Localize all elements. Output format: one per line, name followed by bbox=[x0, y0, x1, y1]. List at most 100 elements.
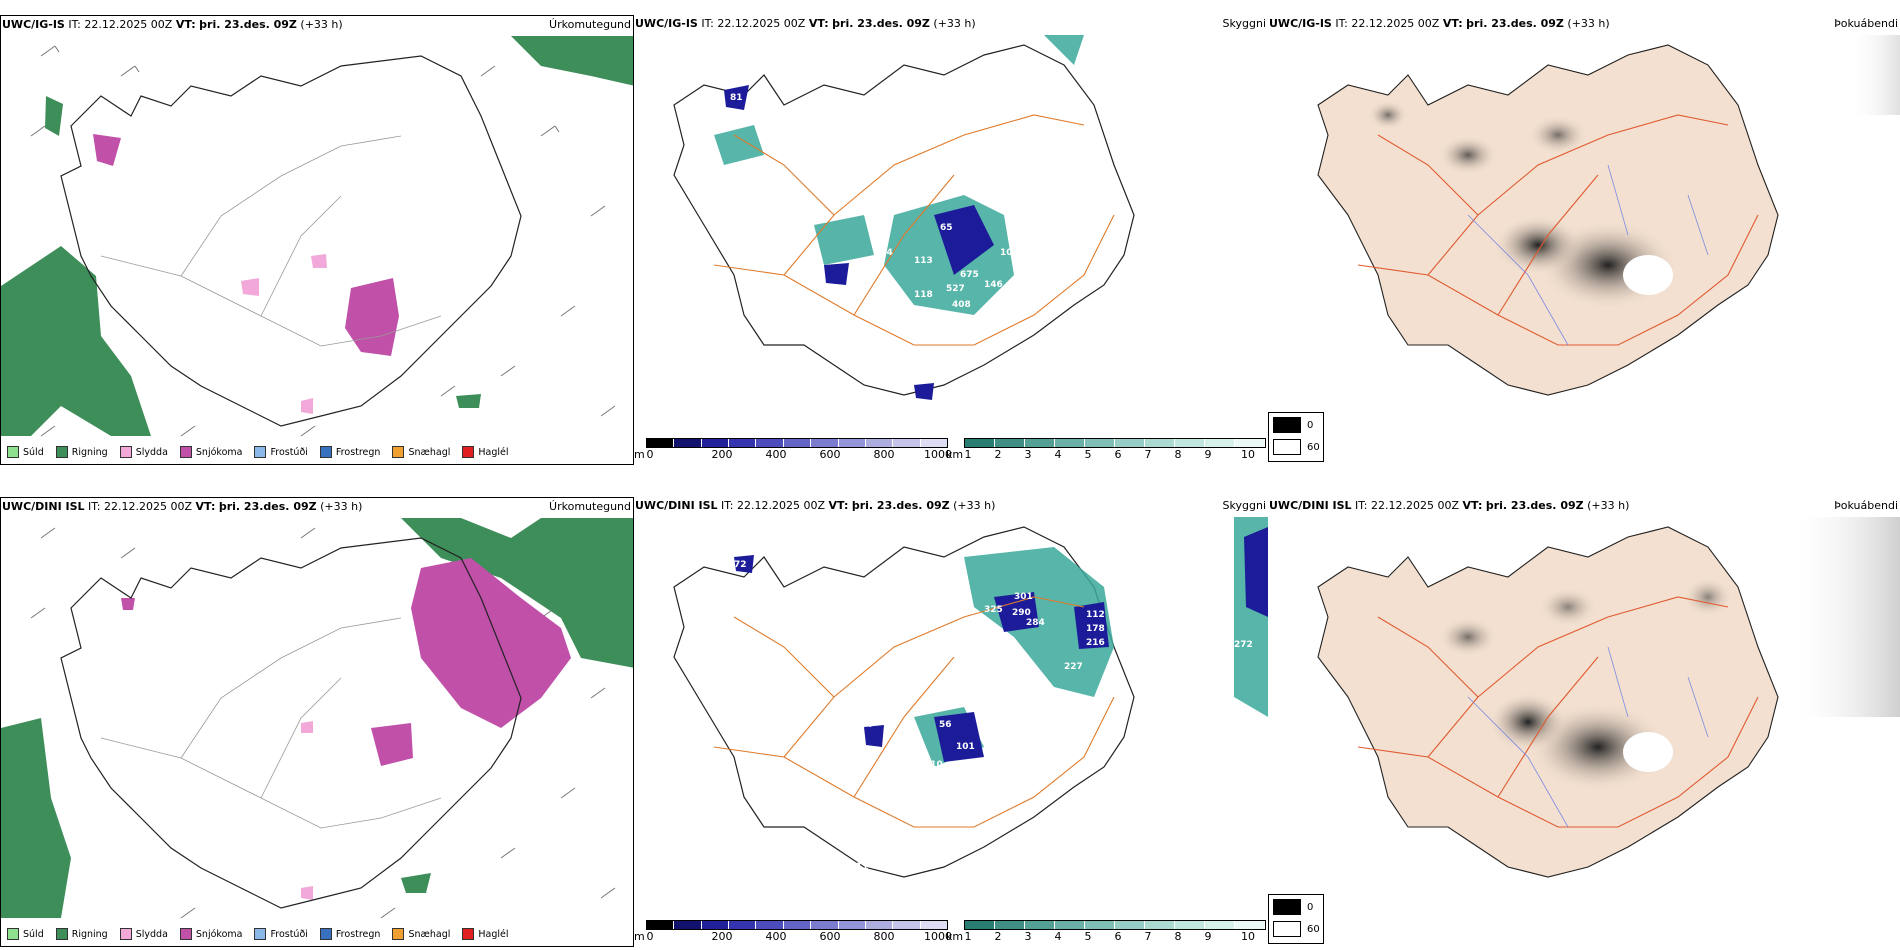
roads bbox=[100, 617, 442, 829]
roads bbox=[1357, 596, 1759, 828]
vis-label: 75 bbox=[872, 695, 885, 705]
vis-label: 675 bbox=[960, 270, 979, 280]
vis-label: 408 bbox=[952, 300, 971, 310]
precip-type-panel-top: UWC/IG-IS IT: 22.12.2025 00Z VT: þri. 23… bbox=[0, 15, 634, 465]
fog-legend-top: 0 60 bbox=[1268, 412, 1324, 462]
vis-label: 105 bbox=[1000, 248, 1019, 258]
visibility-blue-areas bbox=[724, 85, 994, 400]
visibility-blue-areas bbox=[734, 527, 1268, 762]
legend-item: Snjókoma bbox=[179, 928, 242, 940]
legend-item: Frostúði bbox=[254, 446, 308, 458]
precip-legend-top: Súld Rigning Slydda Snjókoma Frostúði Fr… bbox=[7, 446, 509, 458]
visibility-value-labels: 72 21 325 301 290 284 112 178 216 227 27… bbox=[724, 560, 1253, 872]
legend-item: Frostúði bbox=[254, 928, 308, 940]
vis-label: 272 bbox=[1234, 640, 1253, 650]
legend-item: Frostregn bbox=[319, 928, 380, 940]
panel-title-visibility-top: Skyggni bbox=[1222, 17, 1266, 30]
fog-index-panel-bottom: UWC/DINI ISL IT: 22.12.2025 00Z VT: þri.… bbox=[1268, 497, 1900, 947]
fog-legend-bottom: 0 60 bbox=[1268, 894, 1324, 944]
sleet-areas bbox=[301, 721, 313, 900]
rivers bbox=[1467, 646, 1709, 828]
precip-type-map-bottom bbox=[1, 518, 633, 919]
legend-item: Slydda bbox=[119, 446, 168, 458]
vis-label: 101 bbox=[956, 742, 975, 752]
snow-areas bbox=[121, 558, 571, 766]
roads bbox=[1357, 114, 1759, 346]
header-top-visibility: UWC/IG-IS IT: 22.12.2025 00Z VT: þri. 23… bbox=[635, 17, 976, 30]
vis-label: 11 bbox=[856, 862, 869, 872]
vis-label: 284 bbox=[1026, 618, 1045, 628]
colorbar-km-bottom bbox=[964, 920, 1266, 930]
vis-label: 527 bbox=[946, 284, 965, 294]
header-bottom-visibility: UWC/DINI ISL IT: 22.12.2025 00Z VT: þri.… bbox=[635, 499, 996, 512]
vis-label: 89 bbox=[964, 188, 977, 198]
visibility-panel-top: 81 65 104 113 675 527 146 408 150 118 11… bbox=[634, 17, 1266, 461]
header-bottom-precip: UWC/DINI ISL IT: 22.12.2025 00Z VT: þri.… bbox=[2, 500, 363, 513]
panel-title-precip-bottom: Úrkomutegund bbox=[549, 500, 631, 513]
fog-index-map-top bbox=[1317, 35, 1900, 396]
vis-label: 112 bbox=[1086, 610, 1105, 620]
colorbar-km-unit: km bbox=[946, 930, 964, 943]
iceland-outline bbox=[60, 55, 522, 427]
vis-label: 111 bbox=[876, 862, 895, 872]
roads bbox=[713, 596, 1115, 828]
vis-label: 102 bbox=[734, 722, 753, 732]
legend-item: Frostregn bbox=[319, 446, 380, 458]
header-top-fog: UWC/IG-IS IT: 22.12.2025 00Z VT: þri. 23… bbox=[1269, 17, 1610, 30]
panel-title-fog-top: Þokuábendi bbox=[1834, 17, 1898, 30]
vis-label: 84 bbox=[860, 720, 873, 730]
legend-item: Súld bbox=[7, 928, 44, 940]
visibility-value-labels: 81 65 104 113 675 527 146 408 150 118 11… bbox=[730, 93, 1073, 398]
visibility-map-top: 81 65 104 113 675 527 146 408 150 118 11… bbox=[673, 35, 1135, 400]
header-top-precip: UWC/IG-IS IT: 22.12.2025 00Z VT: þri. 23… bbox=[2, 18, 343, 31]
iceland-outline bbox=[60, 537, 522, 909]
snow-areas bbox=[93, 134, 399, 356]
vis-label: 21 bbox=[724, 605, 737, 615]
legend-item: Snæhagl bbox=[392, 446, 450, 458]
visibility-map-bottom: 72 21 325 301 290 284 112 178 216 227 27… bbox=[673, 517, 1268, 878]
roads bbox=[100, 135, 442, 347]
vis-label: 70 bbox=[970, 800, 983, 810]
rivers bbox=[1467, 164, 1709, 346]
legend-item: Snjókoma bbox=[179, 446, 242, 458]
fog-index-panel-top: UWC/IG-IS IT: 22.12.2025 00Z VT: þri. 23… bbox=[1268, 15, 1900, 465]
panel-title-visibility-bottom: Skyggni bbox=[1222, 499, 1266, 512]
vis-label: 104 bbox=[874, 248, 893, 258]
vis-label: 72 bbox=[734, 560, 747, 570]
roads bbox=[713, 114, 1115, 346]
vis-label: 75 bbox=[934, 388, 947, 398]
vis-label: 113 bbox=[914, 256, 933, 266]
colorbar-km-top bbox=[964, 438, 1266, 448]
vis-label: 146 bbox=[984, 280, 1003, 290]
vis-label: 117 bbox=[934, 353, 953, 363]
fog-dark-areas bbox=[1438, 577, 1733, 792]
colorbar-m-unit: m bbox=[634, 930, 645, 943]
vis-label: 142 bbox=[1016, 718, 1035, 728]
panel-title-fog-bottom: Þokuábendi bbox=[1834, 499, 1898, 512]
vis-label: 30 bbox=[1024, 298, 1037, 308]
legend-item: Snæhagl bbox=[392, 928, 450, 940]
vis-label: 65 bbox=[940, 223, 953, 233]
vis-label: 325 bbox=[984, 605, 1003, 615]
vis-label: 56 bbox=[939, 720, 952, 730]
legend-item: Haglél bbox=[462, 446, 509, 458]
sleet-areas bbox=[241, 254, 327, 414]
rain-areas bbox=[1, 36, 633, 436]
vis-label: 290 bbox=[1012, 608, 1031, 618]
colorbar-m-unit: m bbox=[634, 448, 645, 461]
vis-label: 110 bbox=[924, 760, 943, 770]
panel-title-precip-top: Úrkomutegund bbox=[549, 18, 631, 31]
vis-label: 101 bbox=[1054, 328, 1073, 338]
vis-label: 20 bbox=[794, 218, 807, 228]
legend-item: Rigning bbox=[55, 928, 108, 940]
colorbar-m-bottom bbox=[646, 920, 948, 930]
vis-label: 118 bbox=[914, 290, 933, 300]
precip-legend-bottom: Súld Rigning Slydda Snjókoma Frostúði Fr… bbox=[7, 928, 509, 940]
legend-item: Haglél bbox=[462, 928, 509, 940]
fog-dark-areas bbox=[1368, 100, 1678, 310]
precip-type-map-top bbox=[1, 36, 633, 437]
vis-label: 81 bbox=[730, 93, 743, 103]
vis-label: 188 bbox=[866, 630, 885, 640]
precip-type-panel-bottom: UWC/DINI ISL IT: 22.12.2025 00Z VT: þri.… bbox=[0, 497, 634, 947]
vis-label: 178 bbox=[1086, 624, 1105, 634]
